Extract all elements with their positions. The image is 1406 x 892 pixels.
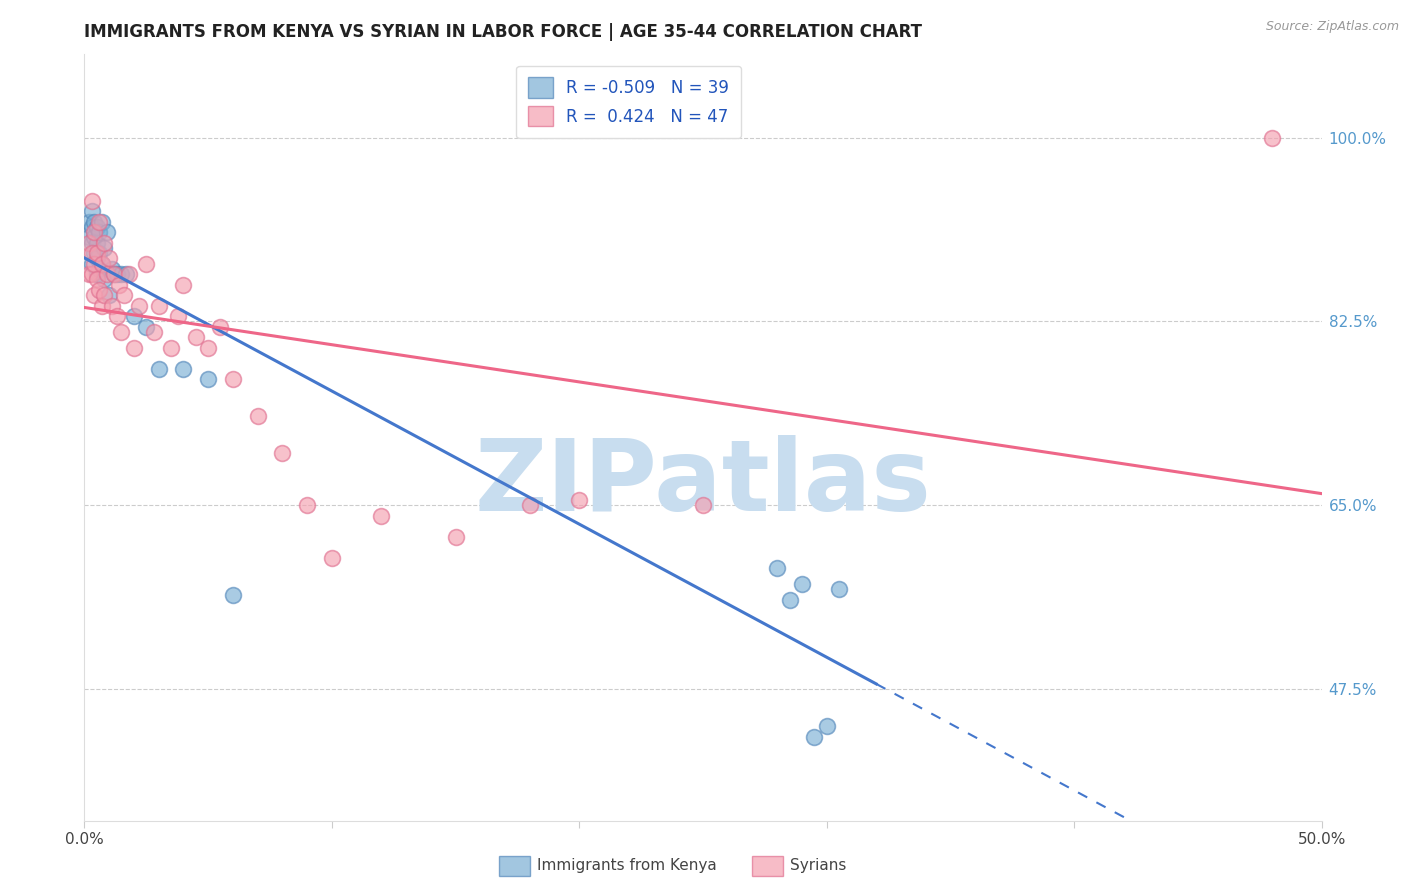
Point bbox=[103, 267, 125, 281]
Point bbox=[110, 325, 132, 339]
Point bbox=[90, 257, 112, 271]
Point bbox=[96, 225, 118, 239]
Point bbox=[118, 267, 141, 281]
Point bbox=[80, 194, 103, 208]
Point bbox=[86, 252, 108, 266]
Text: Source: ZipAtlas.com: Source: ZipAtlas.com bbox=[1265, 20, 1399, 33]
Point bbox=[108, 277, 131, 292]
Point bbox=[80, 204, 103, 219]
Point bbox=[110, 267, 132, 281]
Point bbox=[93, 235, 115, 250]
Point bbox=[98, 288, 121, 302]
Point bbox=[828, 582, 851, 597]
Point bbox=[295, 499, 318, 513]
Point bbox=[197, 372, 219, 386]
Point bbox=[803, 730, 825, 744]
Point bbox=[568, 493, 591, 508]
Point bbox=[83, 214, 105, 228]
Text: Syrians: Syrians bbox=[790, 858, 846, 873]
Point bbox=[122, 341, 145, 355]
Point bbox=[779, 593, 801, 607]
Point bbox=[83, 230, 105, 244]
Point bbox=[142, 325, 165, 339]
Point bbox=[86, 235, 108, 250]
Point bbox=[89, 262, 111, 277]
Point bbox=[222, 372, 245, 386]
Point bbox=[83, 246, 105, 260]
Point bbox=[246, 409, 269, 423]
Point bbox=[160, 341, 183, 355]
Text: Immigrants from Kenya: Immigrants from Kenya bbox=[537, 858, 717, 873]
Point bbox=[90, 257, 112, 271]
Text: IMMIGRANTS FROM KENYA VS SYRIAN IN LABOR FORCE | AGE 35-44 CORRELATION CHART: IMMIGRANTS FROM KENYA VS SYRIAN IN LABOR… bbox=[84, 23, 922, 41]
Point bbox=[135, 257, 157, 271]
Point bbox=[89, 246, 111, 260]
Point bbox=[100, 299, 122, 313]
Point bbox=[519, 499, 541, 513]
Point bbox=[80, 246, 103, 260]
Point bbox=[90, 299, 112, 313]
Point bbox=[79, 214, 101, 228]
Point bbox=[98, 252, 121, 266]
Point bbox=[115, 267, 138, 281]
Point bbox=[122, 310, 145, 324]
Point bbox=[96, 267, 118, 281]
Point bbox=[89, 214, 111, 228]
Point bbox=[197, 341, 219, 355]
Point bbox=[135, 319, 157, 334]
Point bbox=[83, 225, 105, 239]
Point bbox=[79, 267, 101, 281]
Point bbox=[184, 330, 207, 344]
Point bbox=[93, 241, 115, 255]
Point bbox=[80, 219, 103, 234]
Point bbox=[167, 310, 190, 324]
Point bbox=[86, 219, 108, 234]
Point bbox=[83, 288, 105, 302]
Point bbox=[86, 272, 108, 286]
Point bbox=[89, 283, 111, 297]
Point bbox=[148, 299, 170, 313]
Point bbox=[1261, 130, 1284, 145]
Point bbox=[100, 262, 122, 277]
Point bbox=[86, 267, 108, 281]
Point bbox=[815, 719, 838, 733]
Point bbox=[128, 299, 150, 313]
Point bbox=[370, 508, 392, 523]
Point bbox=[222, 588, 245, 602]
Point bbox=[80, 235, 103, 250]
Point bbox=[90, 214, 112, 228]
Point bbox=[89, 225, 111, 239]
Point bbox=[444, 530, 467, 544]
Point bbox=[112, 288, 135, 302]
Point bbox=[80, 267, 103, 281]
Point bbox=[766, 561, 789, 575]
Point bbox=[148, 361, 170, 376]
Point bbox=[79, 230, 101, 244]
Point bbox=[172, 277, 194, 292]
Point bbox=[105, 267, 128, 281]
Point bbox=[790, 577, 813, 591]
Point bbox=[321, 550, 343, 565]
Text: ZIPatlas: ZIPatlas bbox=[475, 434, 931, 532]
Point bbox=[172, 361, 194, 376]
Point bbox=[93, 288, 115, 302]
Point bbox=[79, 235, 101, 250]
Point bbox=[692, 499, 714, 513]
Point bbox=[209, 319, 232, 334]
Point bbox=[105, 310, 128, 324]
Point bbox=[83, 257, 105, 271]
Point bbox=[80, 257, 103, 271]
Point bbox=[86, 246, 108, 260]
Point bbox=[103, 267, 125, 281]
Legend: R = -0.509   N = 39, R =  0.424   N = 47: R = -0.509 N = 39, R = 0.424 N = 47 bbox=[516, 66, 741, 138]
Point bbox=[93, 272, 115, 286]
Point bbox=[271, 446, 294, 460]
